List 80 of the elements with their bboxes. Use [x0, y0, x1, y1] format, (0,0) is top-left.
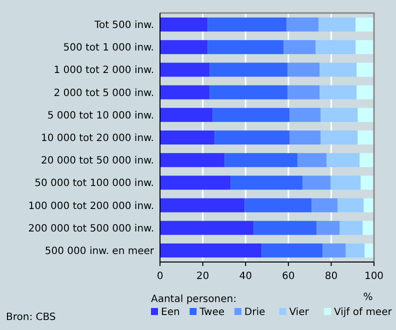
bar [254, 220, 317, 235]
x-tick-label: 80 [324, 271, 338, 282]
bar [338, 198, 364, 212]
x-tick-label: 60 [282, 271, 295, 282]
legend-label: Vier [289, 307, 310, 318]
bar [356, 62, 374, 77]
bar [316, 40, 356, 54]
bar [160, 153, 225, 168]
bar [330, 176, 361, 190]
y-tick-label: 100 000 tot 200 000 inw. [28, 200, 154, 212]
y-tick-label: 5 000 tot 10 000 inw. [47, 110, 154, 122]
x-axis-title: % [363, 292, 373, 303]
bar [322, 243, 346, 258]
bar [358, 108, 374, 122]
bar [356, 85, 374, 100]
y-tick-label: 2 000 tot 5 000 inw. [54, 88, 154, 99]
bar [160, 176, 231, 190]
bar [290, 130, 321, 145]
bar [286, 18, 319, 32]
bar [284, 40, 316, 54]
bar [230, 176, 303, 190]
legend-title: Aantal personen: [151, 294, 236, 305]
bar [356, 18, 374, 32]
bar [208, 40, 284, 54]
bar [318, 18, 356, 32]
bar [362, 220, 374, 235]
bar [320, 62, 357, 77]
y-tick-label: 50 000 tot 100 000 inw. [34, 178, 154, 190]
bar [214, 130, 290, 145]
bar [360, 153, 374, 168]
x-tick-label: 100 [364, 271, 384, 282]
y-tick-label: 1 000 tot 2 000 inw. [54, 65, 154, 76]
bar [340, 220, 363, 235]
bar [160, 198, 245, 212]
legend-label: Twee [198, 307, 225, 318]
x-tick-label: 0 [156, 271, 164, 282]
y-tick-label: 500 tot 1 000 inw. [63, 42, 154, 54]
bar [290, 108, 321, 122]
bar [316, 220, 340, 235]
y-tick-label: 200 000 tot 500 000 inw. [28, 223, 154, 234]
bar [326, 153, 360, 168]
text: Bron: CBS [6, 312, 56, 323]
bar [212, 108, 290, 122]
bar [160, 85, 210, 100]
bar [160, 243, 262, 258]
bar [288, 62, 320, 77]
y-tick-label: 20 000 tot 50 000 inw. [40, 156, 154, 167]
bar [320, 130, 358, 145]
bar [346, 243, 365, 258]
bar [320, 108, 358, 122]
bar [356, 40, 374, 54]
bar [320, 85, 357, 100]
bar [302, 176, 331, 190]
bar [160, 108, 213, 122]
bar [208, 18, 287, 32]
bar [160, 18, 208, 32]
bar [312, 198, 338, 212]
bar [244, 198, 312, 212]
legend-label: Een [161, 307, 180, 318]
bar [224, 153, 298, 168]
bar [160, 62, 210, 77]
bar [298, 153, 327, 168]
legend-label: Drie [244, 307, 266, 318]
y-tick-label: 500 000 inw. en meer [44, 246, 155, 257]
x-tick-label: 20 [196, 271, 210, 282]
bar [210, 62, 288, 77]
y-tick-label: Tot 500 inw. [94, 20, 154, 32]
bar [160, 40, 208, 54]
legend-label: Vijf of meer [334, 307, 393, 318]
x-tick-label: 40 [239, 271, 252, 282]
bar [160, 130, 215, 145]
bar [358, 130, 374, 145]
bar [364, 243, 374, 258]
bar [360, 176, 374, 190]
bar [160, 220, 254, 235]
y-tick-label: 10 000 tot 20 000 inw. [40, 133, 154, 144]
bar [288, 85, 320, 100]
bar [364, 198, 374, 212]
bar [210, 85, 288, 100]
bar [262, 243, 323, 258]
